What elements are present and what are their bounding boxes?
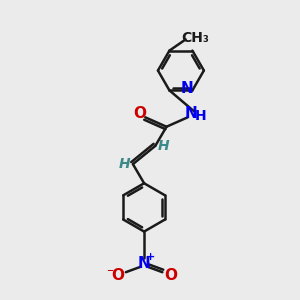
Text: ⁻: ⁻ — [106, 266, 113, 280]
Text: H: H — [195, 109, 207, 123]
Text: N: N — [180, 81, 193, 96]
Text: N: N — [138, 256, 151, 271]
Text: H: H — [119, 157, 130, 170]
Text: +: + — [146, 252, 155, 262]
Text: O: O — [134, 106, 146, 121]
Text: H: H — [158, 140, 170, 154]
Text: O: O — [111, 268, 124, 283]
Text: O: O — [164, 268, 177, 283]
Text: N: N — [184, 106, 197, 121]
Text: CH₃: CH₃ — [181, 31, 209, 45]
